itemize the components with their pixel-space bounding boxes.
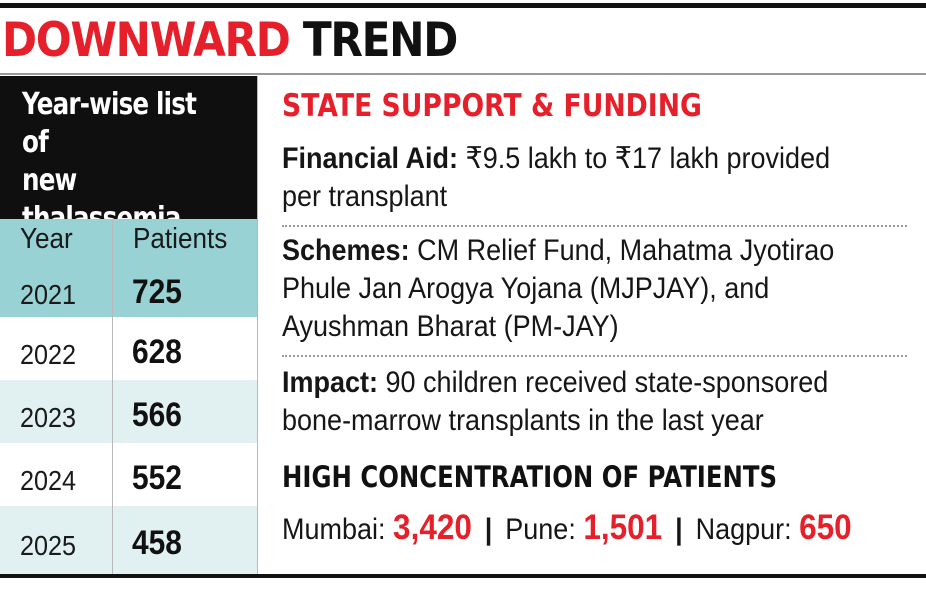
bottom-rule <box>0 574 926 578</box>
impact-line: bone-marrow transplants in the last year <box>282 404 764 437</box>
city-separator: | <box>675 513 683 546</box>
table-row: 2025 458 <box>0 506 257 575</box>
table-row: 2021 725 <box>0 269 257 317</box>
city-value: 1,501 <box>583 508 663 547</box>
table-title-block: Year-wise list of new thalassemia patien… <box>0 76 257 274</box>
row-patients: 458 <box>132 524 182 562</box>
financial-aid-line: ₹9.5 lakh to ₹17 lakh provided <box>465 142 831 175</box>
row-patients: 725 <box>132 273 182 311</box>
column-header-patients: Patients <box>133 223 228 255</box>
table-title-line: Year-wise list of <box>22 87 197 160</box>
schemes-text: Schemes: CM Relief Fund, Mahatma Jyotira… <box>282 232 903 346</box>
schemes-line: Phule Jan Arogya Yojana (MJPJAY), and <box>282 272 770 305</box>
table-row: 2024 552 <box>0 443 257 506</box>
impact-text: Impact: 90 children received state-spons… <box>282 364 903 440</box>
row-year: 2025 <box>20 530 77 561</box>
schemes-line: CM Relief Fund, Mahatma Jyotirao <box>417 234 835 267</box>
schemes-line: Ayushman Bharat (PM-JAY) <box>282 310 619 343</box>
city-name: Mumbai: <box>282 513 386 546</box>
headline-part-red: DOWNWARD <box>2 13 291 68</box>
column-divider <box>112 219 113 575</box>
city-name: Pune: <box>505 513 576 546</box>
headline-divider <box>0 73 926 75</box>
dotted-divider <box>282 225 907 227</box>
impact-label: Impact: <box>282 366 379 399</box>
table-row: 2023 566 <box>0 380 257 443</box>
top-rule <box>0 3 926 8</box>
patients-table: Year-wise list of new thalassemia patien… <box>0 76 257 575</box>
city-separator: | <box>484 513 493 546</box>
table-row: 2022 628 <box>0 317 257 380</box>
city-counts: Mumbai: 3,420 | Pune: 1,501 | Nagpur: 65… <box>282 506 852 552</box>
headline-part-black: TREND <box>302 13 458 68</box>
row-year: 2023 <box>20 402 77 433</box>
financial-aid-label: Financial Aid: <box>282 142 459 175</box>
headline: DOWNWARD TREND <box>2 10 458 72</box>
concentration-heading: HIGH CONCENTRATION OF PATIENTS <box>282 460 778 494</box>
schemes-label: Schemes: <box>282 234 410 267</box>
table-right-border <box>257 76 258 575</box>
column-header-year: Year <box>20 223 73 255</box>
support-heading: STATE SUPPORT & FUNDING <box>282 88 702 124</box>
row-patients: 552 <box>132 459 182 497</box>
city-value: 650 <box>799 508 852 547</box>
city-name: Nagpur: <box>695 513 792 546</box>
row-year: 2021 <box>20 279 77 310</box>
impact-line: 90 children received state-sponsored <box>385 366 829 399</box>
city-value: 3,420 <box>393 508 472 547</box>
financial-aid-line: per transplant <box>282 180 448 213</box>
dotted-divider <box>282 355 907 357</box>
row-patients: 628 <box>132 333 182 371</box>
financial-aid-text: Financial Aid: ₹9.5 lakh to ₹17 lakh pro… <box>282 140 903 216</box>
row-year: 2024 <box>20 465 77 496</box>
table-header-row: Year Patients <box>0 219 257 269</box>
row-patients: 566 <box>132 396 182 434</box>
row-year: 2022 <box>20 339 77 370</box>
